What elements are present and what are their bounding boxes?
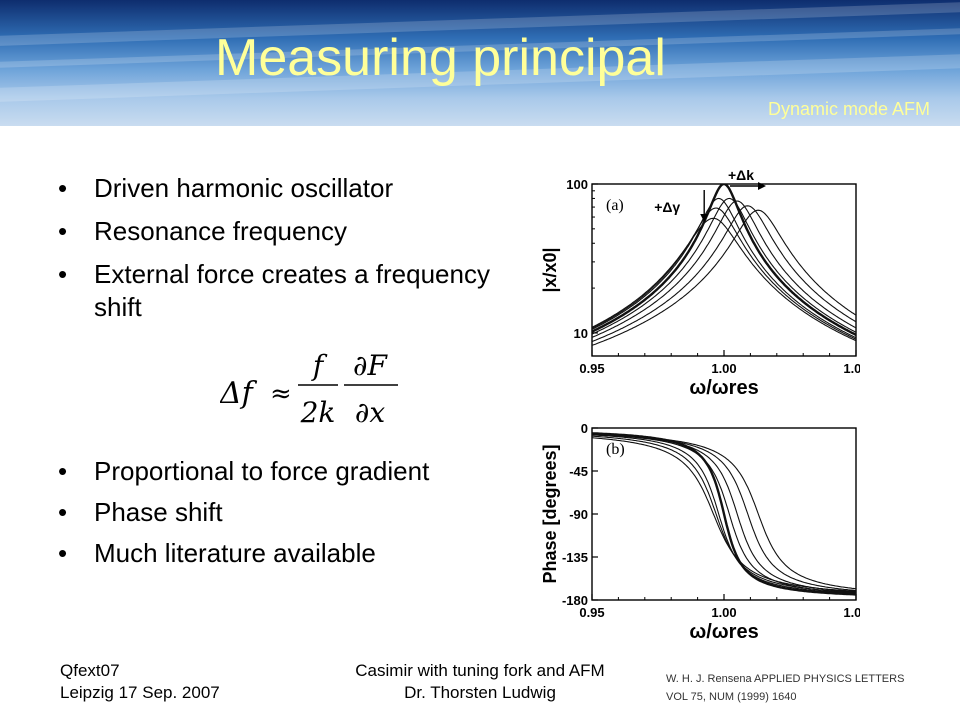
bullet-item: Driven harmonic oscillator	[58, 172, 498, 205]
series-line	[592, 205, 856, 343]
series-line	[592, 209, 856, 346]
series-line	[592, 184, 856, 336]
slide-subtitle: Dynamic mode AFM	[767, 99, 930, 119]
footer-speaker: Dr. Thorsten Ludwig	[404, 683, 556, 702]
frequency-shift-formula: Δf ≈ f 2k ∂F ∂x	[220, 349, 398, 429]
y-tick-label: -45	[569, 464, 588, 479]
x-tick-label: 0.95	[579, 605, 604, 620]
footer-event-date: Leipzig 17 Sep. 2007	[60, 683, 220, 702]
citation-line: W. H. J. Rensena APPLIED PHYSICS LETTERS	[666, 673, 905, 685]
series-line	[592, 207, 856, 340]
series-line	[592, 437, 856, 592]
y-tick-label: 100	[566, 177, 588, 192]
formula-frac2-den: ∂x	[355, 396, 385, 429]
y-axis-label: Phase [degrees]	[540, 444, 560, 583]
series-line	[592, 432, 856, 596]
y-tick-label: -135	[562, 550, 588, 565]
delta-gamma-annotation: +Δγ	[654, 199, 680, 215]
series-line	[592, 217, 856, 342]
x-axis-label: ω/ωres	[689, 621, 758, 643]
delta-gamma-arrowhead	[700, 214, 709, 222]
bullet-item: Proportional to force gradient	[58, 456, 498, 487]
figure-citation: W. H. J. Rensena APPLIED PHYSICS LETTERS…	[666, 670, 904, 706]
series-line	[592, 433, 856, 590]
panel-label: (a)	[606, 197, 624, 214]
panel-label: (b)	[606, 441, 625, 458]
y-tick-label: 10	[574, 326, 588, 341]
x-axis-label: ω/ωres	[689, 377, 758, 399]
x-tick-label: 1.00	[711, 361, 736, 376]
y-tick-label: -90	[569, 507, 588, 522]
bullet-item: Phase shift	[58, 497, 498, 528]
phase-panel: 0.95 1.00 1.05 0 -45 -90 -135 -180 (b) ω/ωres Phas…	[540, 421, 860, 643]
series-line	[592, 197, 856, 335]
formula-frac1-num: f	[311, 349, 328, 382]
series-line	[592, 200, 856, 338]
series-line	[592, 197, 856, 339]
formula-approx: ≈	[270, 379, 292, 409]
y-tick-label: 0	[581, 421, 588, 436]
x-tick-label: 1.00	[711, 605, 736, 620]
formula-lhs: Δf	[220, 376, 258, 411]
slide-title: Measuring principal	[215, 29, 666, 87]
amplitude-panel: 0.95 1.00 1.05 100 10 (a) ω/ωres |x/x0| +Δk +Δγ	[540, 167, 860, 399]
formula-frac2-num: ∂F	[353, 349, 388, 382]
footer-talk: Casimir with tuning fork and AFM Dr. Tho…	[340, 660, 620, 704]
x-tick-label: 1.05	[843, 361, 860, 376]
delta-k-arrowhead	[758, 182, 766, 190]
header-banner: Measuring principal Dynamic mode AFM	[0, 0, 960, 126]
series-line	[592, 435, 856, 593]
series-line	[592, 434, 856, 594]
y-axis-label: |x/x0|	[540, 247, 560, 292]
y-tick-label: -180	[562, 593, 588, 608]
footer-event: Qfext07 Leipzig 17 Sep. 2007	[60, 660, 220, 704]
bullet-item: Resonance frequency	[58, 215, 498, 248]
footer-talk-title: Casimir with tuning fork and AFM	[355, 661, 605, 680]
resonance-figure: 0.95 1.00 1.05 100 10 (a) ω/ωres |x/x0| +Δk +Δγ 0…	[540, 167, 860, 643]
citation-line: VOL 75, NUM (1999) 1640	[666, 691, 797, 703]
x-tick-label: 1.05	[843, 605, 860, 620]
formula-frac1-den: 2k	[300, 396, 336, 429]
bullet-list-top: Driven harmonic oscillator Resonance fre…	[58, 172, 498, 334]
bullet-item: External force creates a frequency shift	[58, 258, 498, 324]
bullet-list-bottom: Proportional to force gradient Phase shi…	[58, 456, 498, 579]
footer-event-name: Qfext07	[60, 661, 120, 680]
plot-frame	[591, 183, 857, 357]
delta-k-annotation: +Δk	[728, 167, 754, 183]
bullet-item: Much literature available	[58, 538, 498, 569]
x-tick-label: 0.95	[579, 361, 604, 376]
